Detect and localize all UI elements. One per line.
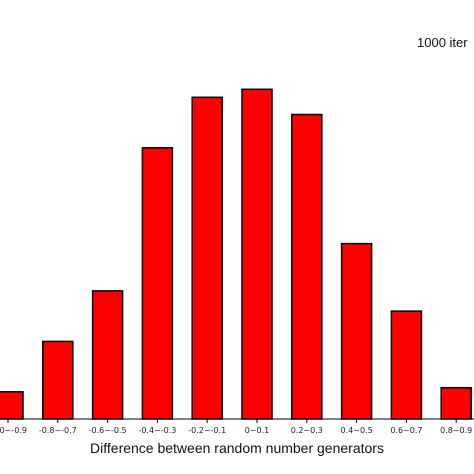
bar-1 bbox=[42, 340, 74, 420]
bar-2 bbox=[91, 290, 124, 420]
bar-5 bbox=[241, 88, 273, 420]
x-tick-label-5: 0~0.1 bbox=[245, 426, 270, 435]
x-tick-label-1: -0.8~-0.7 bbox=[39, 426, 77, 435]
bar-9 bbox=[440, 386, 472, 420]
x-tick-label-2: -0.6~-0.5 bbox=[89, 426, 127, 435]
legend-text: 1000 iter bbox=[417, 35, 468, 50]
x-tick-label-8: 0.6~0.7 bbox=[390, 426, 422, 435]
x-tick-label-4: -0.2~-0.1 bbox=[188, 426, 226, 435]
x-axis-title: Difference between random number generat… bbox=[90, 440, 384, 456]
x-tick-label-6: 0.2~0.3 bbox=[291, 426, 323, 435]
x-tick-label-0: -1.0~-0.9 bbox=[0, 426, 27, 435]
bar-4 bbox=[191, 96, 223, 420]
bar-6 bbox=[291, 113, 323, 420]
x-tick-label-9: 0.8~0.9 bbox=[440, 426, 472, 435]
bar-7 bbox=[340, 242, 373, 420]
x-tick-label-7: 0.4~0.5 bbox=[341, 426, 373, 435]
bar-3 bbox=[141, 147, 174, 420]
bar-8 bbox=[390, 310, 423, 420]
bar-0 bbox=[0, 391, 24, 420]
x-tick-label-3: -0.4~-0.3 bbox=[138, 426, 176, 435]
x-ticks-group: -1.0~-0.9 -0.8~-0.7 -0.6~-0.5 -0.4~-0.3 -0.2… bbox=[0, 419, 472, 435]
